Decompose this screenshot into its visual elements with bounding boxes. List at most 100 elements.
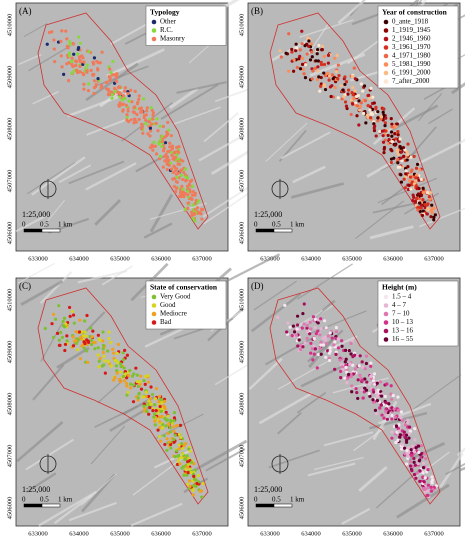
building-dot [404, 175, 408, 179]
building-dot [349, 352, 353, 356]
building-dot [71, 344, 76, 348]
building-dot [405, 421, 410, 425]
building-dot [157, 400, 161, 404]
building-dot [336, 63, 340, 67]
hillshade [38, 199, 66, 232]
building-dot [378, 380, 383, 384]
legend-label: 2_1946_1960 [392, 35, 431, 43]
building-dot [429, 208, 433, 213]
hillshade [253, 280, 297, 311]
building-dot [177, 453, 181, 458]
building-dot [169, 446, 173, 450]
scale-bar-label: 0.5 [272, 221, 281, 229]
legend-swatch [383, 303, 389, 308]
building-dot [186, 482, 190, 486]
building-dot [96, 353, 100, 357]
building-dot [300, 62, 305, 66]
building-dot [323, 87, 328, 92]
hillshade [358, 465, 388, 492]
building-dot [193, 219, 197, 223]
legend-box [377, 280, 459, 347]
building-dot [348, 362, 352, 366]
y-coordinate-label: 4506000 [238, 497, 245, 520]
building-dot [144, 118, 148, 122]
building-dot [125, 376, 129, 380]
building-dot [111, 351, 116, 355]
building-dot [80, 344, 84, 348]
building-dot [181, 177, 185, 182]
building-dot [416, 444, 421, 448]
building-dot [351, 85, 355, 90]
building-dot [163, 416, 167, 420]
building-dot [173, 155, 178, 160]
building-dot [285, 330, 289, 334]
building-dot [310, 55, 314, 59]
building-dot [135, 373, 139, 377]
building-dot [419, 444, 424, 448]
building-dot [412, 195, 416, 199]
building-dot [365, 380, 369, 384]
building-dot [76, 52, 80, 56]
building-dot [102, 354, 106, 358]
building-dot [184, 457, 188, 461]
building-dot [321, 343, 326, 347]
building-dot [147, 412, 151, 416]
building-dot [412, 456, 416, 461]
building-dot [160, 401, 164, 405]
building-dot [162, 146, 166, 150]
building-dot [395, 150, 399, 154]
building-dot [333, 86, 337, 90]
building-dot [162, 404, 166, 408]
building-dot [339, 362, 343, 367]
building-dot [180, 466, 184, 470]
hillshade [313, 456, 364, 471]
building-dot [416, 462, 420, 466]
legend-swatch [151, 36, 157, 42]
building-dot [315, 366, 319, 370]
building-dot [195, 206, 200, 210]
building-dot [185, 189, 190, 193]
building-dot [70, 309, 75, 314]
building-dot [361, 365, 365, 369]
building-dot [416, 192, 421, 196]
hillshade [427, 108, 453, 125]
building-dot [369, 361, 373, 365]
building-dot [415, 197, 419, 201]
building-dot [369, 374, 373, 379]
building-dot [170, 153, 174, 157]
building-dot [414, 476, 418, 480]
building-dot [312, 352, 316, 356]
building-dot [162, 434, 166, 438]
hillshade [218, 0, 239, 11]
building-dot [169, 134, 174, 138]
building-dot [143, 382, 147, 386]
building-dot [149, 385, 153, 389]
building-dot [409, 155, 413, 159]
building-dot [92, 91, 96, 96]
building-dot [130, 374, 135, 378]
building-dot [310, 50, 314, 54]
building-dot [397, 139, 401, 144]
building-dot [322, 54, 326, 59]
building-dot [126, 92, 130, 96]
city-boundary [269, 287, 441, 505]
x-coordinate-label: 633000 [260, 530, 280, 537]
building-dot [165, 167, 169, 172]
x-coordinate-label: 637000 [192, 255, 212, 262]
building-dot [331, 77, 335, 81]
building-dot [137, 97, 141, 101]
building-dot [351, 102, 355, 106]
building-dot [319, 84, 323, 88]
building-dot [378, 400, 382, 404]
building-dot [118, 95, 122, 99]
building-dot [400, 419, 405, 423]
building-dot [300, 326, 304, 330]
building-dot [152, 140, 156, 144]
building-dot [399, 156, 403, 160]
building-dot [344, 365, 348, 370]
building-dot [363, 377, 367, 381]
building-dot [57, 304, 61, 308]
hillshade [418, 207, 465, 228]
hillshade [26, 472, 57, 493]
